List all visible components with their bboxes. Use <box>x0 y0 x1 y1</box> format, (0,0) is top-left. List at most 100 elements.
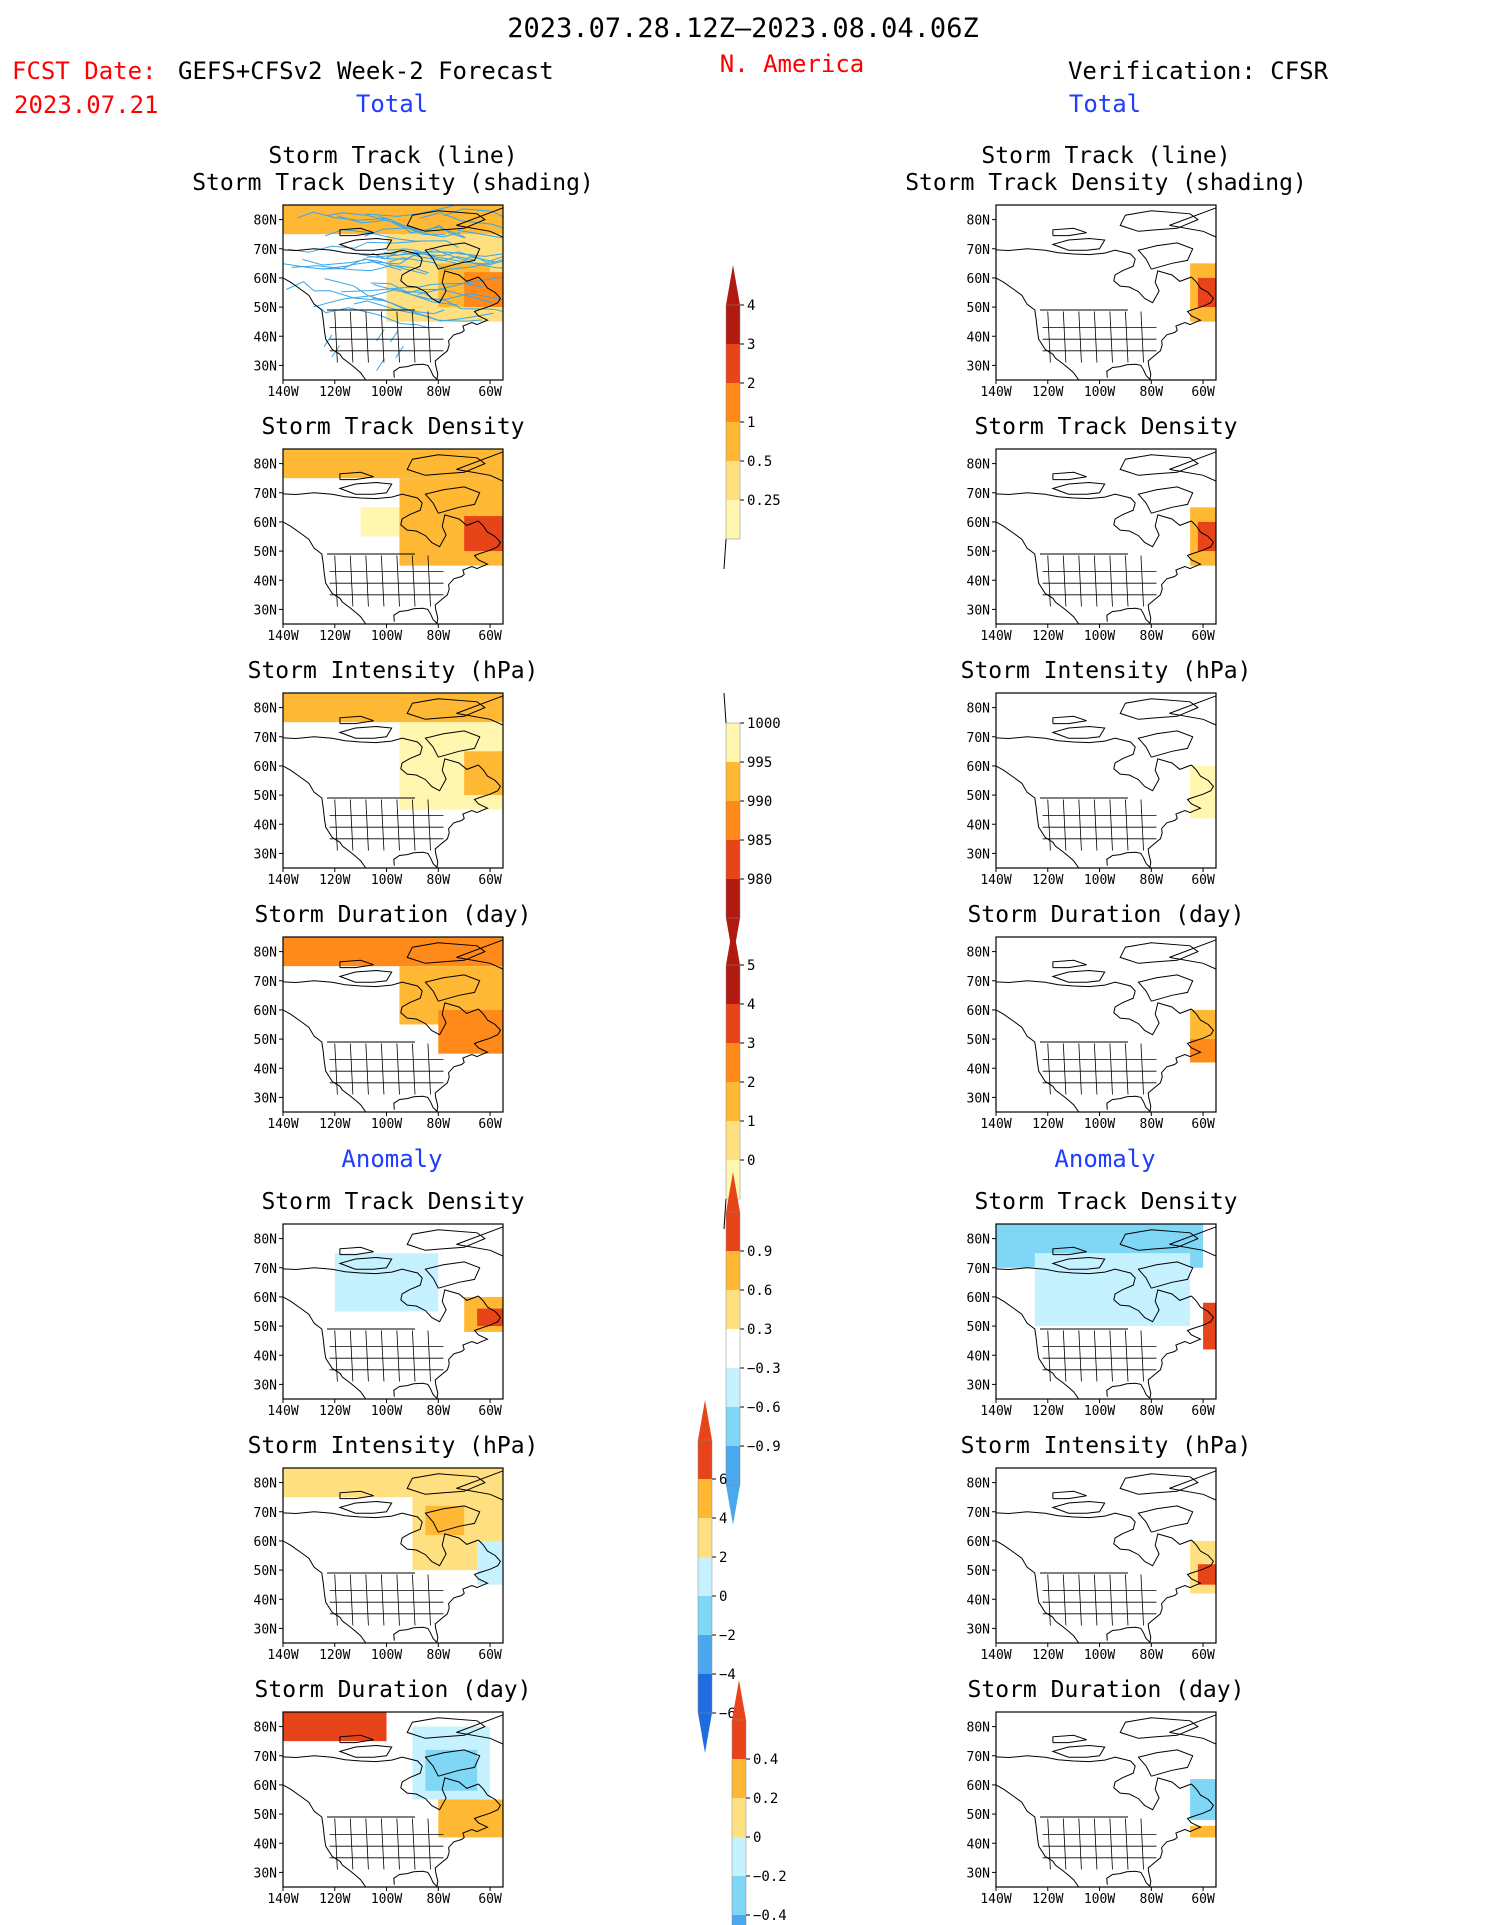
lon-tick-label: 80W <box>1140 629 1164 644</box>
colorbar-swatch <box>732 1915 746 1925</box>
panel-title: Storm Intensity (hPa) <box>961 658 1252 684</box>
panel-fc-track: Storm Track (line)Storm Track Density (s… <box>192 143 594 400</box>
state-border <box>1062 555 1067 607</box>
shading-cell <box>283 1712 387 1742</box>
colorbar-frame <box>725 722 741 919</box>
map-plot: 140W 120W 100W 80W 60W 80N 70N 60N 50N 40N 30N <box>967 1223 1217 1419</box>
lat-tick-label: 50N <box>967 1808 990 1823</box>
lat-tick-label: 80N <box>254 458 277 473</box>
coast-segment <box>283 521 367 624</box>
colorbar-label: 0 <box>753 1830 761 1846</box>
island-outline <box>406 210 486 232</box>
panel-fc-adens: Storm Track Density 140W 120W 100W 80W 60W 80N… <box>254 1189 525 1419</box>
state-border <box>427 799 431 851</box>
lon-tick-label: 120W <box>319 873 350 888</box>
fcst-date-label: FCST Date: <box>12 57 157 85</box>
colorbar-arrow-top <box>726 925 740 965</box>
state-border <box>1140 1330 1144 1382</box>
island-outline <box>338 237 393 251</box>
lat-tick-label: 40N <box>967 330 990 345</box>
left-title: GEFS+CFSv2 Week-2 Forecast <box>178 57 554 85</box>
lat-tick-label: 80N <box>967 214 990 229</box>
lat-tick-label: 60N <box>967 1291 990 1306</box>
colorbar-swatch <box>726 344 740 383</box>
coastline <box>996 207 1216 380</box>
lon-tick-label: 100W <box>1084 1117 1115 1132</box>
coast-segment <box>283 1540 367 1643</box>
state-border <box>427 311 431 363</box>
lon-tick-label: 60W <box>478 873 502 888</box>
colorbar-label: 0 <box>747 1153 755 1169</box>
lat-tick-label: 30N <box>967 1622 990 1637</box>
lat-tick-label: 70N <box>967 975 990 990</box>
island-outline <box>456 207 503 256</box>
island-outline <box>1169 207 1216 256</box>
island-outline <box>338 969 393 983</box>
colorbar-label: 1 <box>747 1114 755 1130</box>
state-border <box>1062 1043 1067 1095</box>
map-background <box>996 693 1216 868</box>
state-border <box>412 799 416 851</box>
shading-cell <box>283 937 503 967</box>
state-border <box>1125 311 1129 363</box>
lon-tick-label: 100W <box>1084 1648 1115 1663</box>
island-outline <box>339 1246 374 1256</box>
colorbar-label: 2 <box>747 376 755 392</box>
colorbar-label: 980 <box>747 872 772 888</box>
storm-track <box>353 300 482 322</box>
lon-tick-label: 60W <box>1191 385 1215 400</box>
colorbar-swatch <box>726 461 740 500</box>
map-frame <box>995 204 1217 381</box>
lat-tick-label: 60N <box>254 1004 277 1019</box>
lat-tick-label: 80N <box>254 214 277 229</box>
colorbar-swatch <box>726 383 740 422</box>
lon-tick-label: 60W <box>1191 1404 1215 1419</box>
state-border <box>1093 555 1098 607</box>
shading-cell <box>1034 1253 1191 1327</box>
island-outline <box>1052 227 1087 237</box>
lon-tick-label: 140W <box>980 1892 1011 1907</box>
colorbar-swatch <box>726 1446 740 1485</box>
lon-tick-label: 100W <box>1084 1892 1115 1907</box>
coast-segment <box>996 1784 1080 1887</box>
shading-cell <box>283 449 503 479</box>
state-border <box>1078 1818 1082 1870</box>
state-border <box>1093 1818 1098 1870</box>
lon-tick-label: 60W <box>478 1892 502 1907</box>
state-border <box>1125 1574 1129 1626</box>
state-border <box>412 1330 416 1382</box>
storm-track <box>417 277 503 295</box>
lat-tick-label: 50N <box>254 1320 277 1335</box>
lat-tick-label: 80N <box>967 946 990 961</box>
anomaly-label-right: Anomaly <box>1054 1145 1155 1173</box>
map-frame <box>282 1223 504 1400</box>
state-border <box>380 1574 385 1626</box>
colorbar-label: 3 <box>747 337 755 353</box>
lon-tick-label: 120W <box>319 385 350 400</box>
state-border <box>1125 555 1129 607</box>
coast-segment <box>1106 1783 1215 1887</box>
lat-tick-label: 40N <box>254 1837 277 1852</box>
lon-tick-label: 60W <box>478 1117 502 1132</box>
lat-tick-label: 80N <box>254 946 277 961</box>
map-plot: 140W 120W 100W 80W 60W 80N 70N 60N 50N 40N 30N <box>254 1711 504 1907</box>
map-frame <box>995 1711 1217 1888</box>
colorbar-group: 43210.50.2510009959909859805432100.90.60… <box>697 265 787 1925</box>
storm-track <box>430 247 503 269</box>
storm-track <box>395 346 404 359</box>
coast-segment <box>996 1755 1192 1811</box>
state-border <box>365 555 369 607</box>
map-frame <box>282 936 504 1113</box>
state-border <box>1125 799 1129 851</box>
lat-tick-label: 40N <box>254 330 277 345</box>
island-outline <box>456 695 503 744</box>
state-border <box>334 799 338 851</box>
coastline <box>283 1470 503 1643</box>
colorbar-label: −0.9 <box>747 1439 781 1455</box>
colorbar-label: 995 <box>747 755 772 771</box>
panel-title: Storm Intensity (hPa) <box>961 1433 1252 1459</box>
island-outline <box>1137 1261 1194 1289</box>
map-plot: 140W 120W 100W 80W 60W 80N 70N 60N 50N 40N 30N <box>254 692 504 888</box>
coast-segment <box>996 1511 1192 1567</box>
lat-tick-label: 70N <box>254 1262 277 1277</box>
